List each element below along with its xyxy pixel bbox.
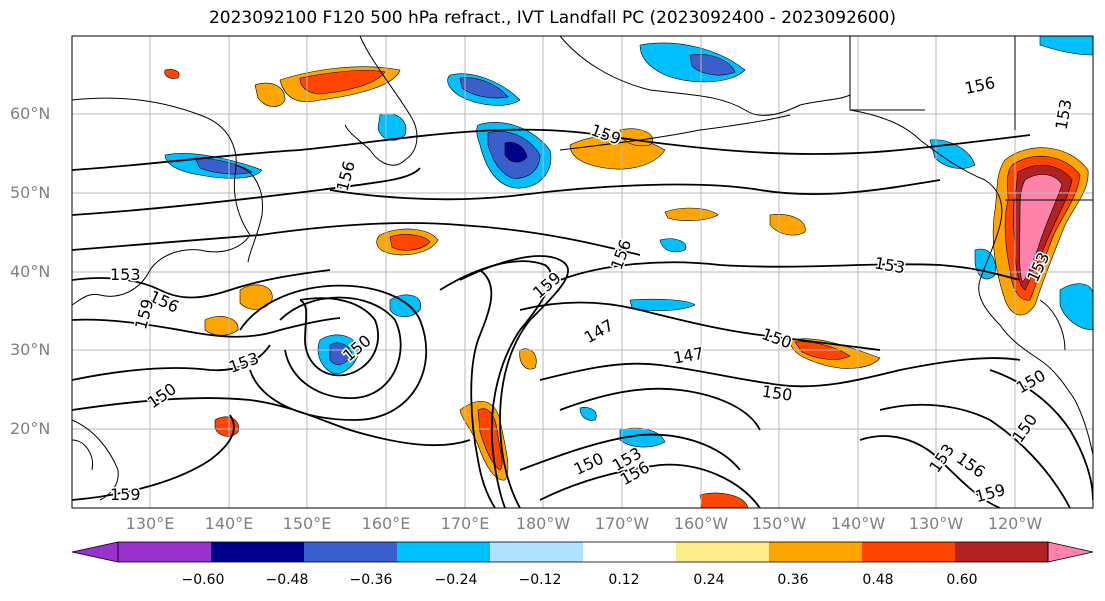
contour-label: 150 — [761, 382, 794, 405]
colorbar-segment — [769, 542, 863, 562]
colorbar-segment — [676, 542, 770, 562]
colorbar-segment — [304, 542, 398, 562]
colorbar-tick-label: 0.60 — [946, 572, 978, 588]
lon-label: 120°W — [987, 514, 1043, 533]
lon-label: 170°W — [594, 514, 650, 533]
coastlines — [72, 36, 1093, 501]
colorbar-segment — [211, 542, 305, 562]
lon-label: 160°E — [361, 514, 411, 533]
colorbar-tick-label: 0.48 — [862, 572, 894, 588]
colorbar-segment — [583, 542, 677, 562]
colorbar-tick-label: −0.24 — [434, 572, 478, 588]
colorbar-tick-label: −0.60 — [181, 572, 225, 588]
lon-label: 130°W — [908, 514, 964, 533]
colorbar-segment — [955, 542, 1049, 562]
colorbar-tick-label: −0.12 — [518, 572, 562, 588]
colorbar-segment — [490, 542, 584, 562]
lon-label: 170°E — [440, 514, 490, 533]
colorbar — [71, 541, 1094, 563]
colorbar-segment — [397, 542, 491, 562]
lon-label: 150°W — [751, 514, 807, 533]
map-title: 2023092100 F120 500 hPa refract., IVT La… — [208, 8, 896, 28]
colorbar-tick-label: 0.24 — [693, 572, 725, 588]
lat-label: 60°N — [10, 104, 51, 123]
lon-label: 150°E — [282, 514, 332, 533]
lon-label: 180°W — [515, 514, 571, 533]
colorbar-segment — [118, 542, 212, 562]
lat-label: 30°N — [10, 340, 51, 359]
lon-label: 140°W — [830, 514, 886, 533]
colorbar-tick-label: −0.48 — [265, 572, 309, 588]
lon-label: 160°W — [673, 514, 729, 533]
graticule — [72, 36, 1093, 508]
map-border — [71, 35, 1094, 509]
colorbar-tick-label: −0.36 — [349, 572, 393, 588]
lon-label: 140°E — [204, 514, 254, 533]
lon-label: 130°E — [125, 514, 175, 533]
lat-label: 50°N — [10, 183, 51, 202]
colorbar-tick-label: 0.12 — [608, 572, 640, 588]
lat-label: 40°N — [10, 262, 51, 281]
colorbar-extend-low — [71, 541, 119, 563]
refractivity-contours — [72, 128, 1093, 508]
colorbar-border — [117, 541, 1049, 563]
contour-label: 153 — [110, 265, 141, 284]
ivt-shading — [164, 36, 1093, 508]
colorbar-tick-label: 0.36 — [777, 572, 809, 588]
contour-label: 159 — [110, 485, 141, 504]
lat-label: 20°N — [10, 419, 51, 438]
colorbar-segment — [862, 542, 956, 562]
colorbar-extend-high — [1047, 541, 1094, 563]
